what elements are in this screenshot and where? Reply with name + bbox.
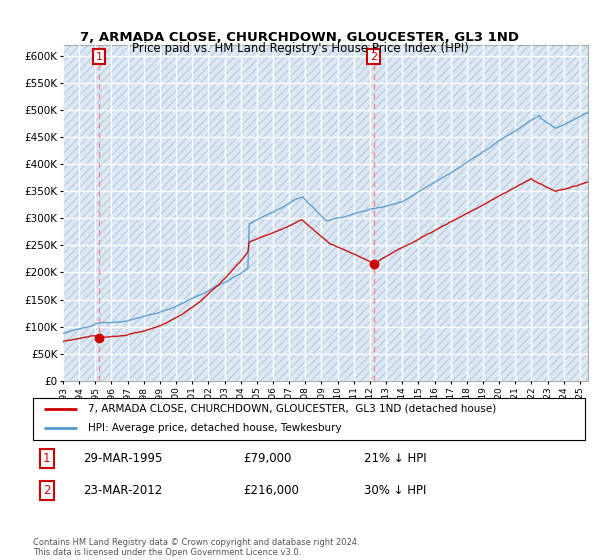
Text: 1: 1 xyxy=(43,452,50,465)
Text: HPI: Average price, detached house, Tewkesbury: HPI: Average price, detached house, Tewk… xyxy=(88,423,342,433)
Text: 30% ↓ HPI: 30% ↓ HPI xyxy=(364,484,427,497)
Text: Price paid vs. HM Land Registry's House Price Index (HPI): Price paid vs. HM Land Registry's House … xyxy=(131,42,469,55)
Text: Contains HM Land Registry data © Crown copyright and database right 2024.
This d: Contains HM Land Registry data © Crown c… xyxy=(33,538,359,557)
Text: £216,000: £216,000 xyxy=(243,484,299,497)
Text: 7, ARMADA CLOSE, CHURCHDOWN, GLOUCESTER, GL3 1ND: 7, ARMADA CLOSE, CHURCHDOWN, GLOUCESTER,… xyxy=(80,31,520,44)
Text: 7, ARMADA CLOSE, CHURCHDOWN, GLOUCESTER,  GL3 1ND (detached house): 7, ARMADA CLOSE, CHURCHDOWN, GLOUCESTER,… xyxy=(88,404,496,414)
Text: £79,000: £79,000 xyxy=(243,452,291,465)
Text: 29-MAR-1995: 29-MAR-1995 xyxy=(83,452,162,465)
Text: 21% ↓ HPI: 21% ↓ HPI xyxy=(364,452,427,465)
Text: 23-MAR-2012: 23-MAR-2012 xyxy=(83,484,162,497)
Text: 2: 2 xyxy=(370,52,377,62)
Text: 1: 1 xyxy=(95,52,103,62)
FancyBboxPatch shape xyxy=(33,398,585,440)
Text: 2: 2 xyxy=(43,484,50,497)
